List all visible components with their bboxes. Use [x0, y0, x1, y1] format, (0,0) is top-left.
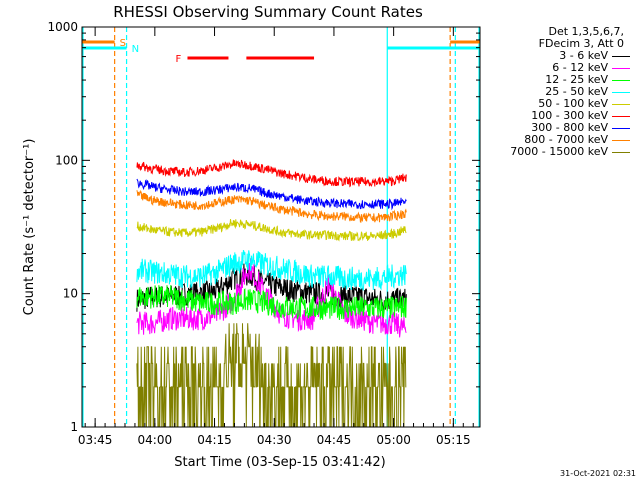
- legend-entry: 12 - 25 keV: [478, 74, 630, 86]
- y-tick-label: 10: [63, 287, 78, 301]
- x-tick-label: 04:15: [197, 433, 232, 447]
- legend-swatch: [612, 151, 630, 153]
- plot-frame: [81, 26, 481, 428]
- legend: Det 1,3,5,6,7, FDecim 3, Att 0 3 - 6 keV…: [478, 26, 630, 158]
- legend-entry: 7000 - 15000 keV: [478, 146, 630, 158]
- flag-letter-n: N: [132, 44, 139, 55]
- x-axis-ticks: 03:45 04:00 04:15 04:30 04:45 05:00 05:15: [78, 27, 474, 447]
- legend-entry-label: 100 - 300 keV: [531, 109, 608, 122]
- legend-entry: 25 - 50 keV: [478, 86, 630, 98]
- series-line: [136, 249, 407, 291]
- legend-entry: 3 - 6 keV: [478, 50, 630, 62]
- series-layer: [136, 159, 407, 428]
- series-line: [136, 189, 407, 223]
- x-axis-label: Start Time (03-Sep-15 03:41:42): [174, 455, 385, 470]
- legend-entry-label: 6 - 12 keV: [552, 61, 608, 74]
- series-line: [136, 285, 407, 321]
- x-tick-label: 05:15: [436, 433, 471, 447]
- legend-swatch: [612, 103, 630, 105]
- legend-entry: 300 - 800 keV: [478, 122, 630, 134]
- legend-swatch: [612, 127, 630, 129]
- legend-entry: 6 - 12 keV: [478, 62, 630, 74]
- legend-entry-label: 25 - 50 keV: [545, 85, 608, 98]
- x-tick-label: 03:45: [78, 433, 113, 447]
- y-tick-label: 1: [70, 420, 78, 434]
- render-timestamp: 31-Oct-2021 02:31: [560, 469, 636, 478]
- flag-bars: SN F: [82, 38, 480, 65]
- x-tick-label: 05:00: [376, 433, 411, 447]
- vertical-markers: [82, 27, 480, 427]
- legend-swatch: [612, 79, 630, 81]
- legend-swatch: [612, 139, 630, 141]
- flag-letter-f: F: [175, 54, 181, 65]
- flag-letter-s: S: [120, 38, 126, 49]
- series-line: [136, 219, 407, 242]
- legend-entry: 50 - 100 keV: [478, 98, 630, 110]
- series-line: [136, 178, 407, 211]
- series-line: [136, 159, 407, 188]
- legend-entry-label: 800 - 7000 keV: [524, 133, 608, 146]
- legend-entry-label: 12 - 25 keV: [545, 73, 608, 86]
- chart-title: RHESSI Observing Summary Count Rates: [113, 3, 423, 21]
- x-tick-label: 04:30: [257, 433, 292, 447]
- legend-entry-label: 300 - 800 keV: [531, 121, 608, 134]
- x-tick-label: 04:00: [138, 433, 173, 447]
- legend-entry-label: 7000 - 15000 keV: [510, 145, 608, 158]
- legend-entry: 800 - 7000 keV: [478, 134, 630, 146]
- legend-entry-label: 3 - 6 keV: [559, 49, 608, 62]
- legend-swatch: [612, 115, 630, 117]
- y-tick-label: 100: [55, 153, 78, 167]
- legend-swatch: [612, 67, 630, 69]
- y-tick-label: 1000: [47, 20, 78, 34]
- y-axis-label: Count Rate (s⁻¹ detector⁻¹): [22, 139, 37, 316]
- legend-entry: 100 - 300 keV: [478, 110, 630, 122]
- legend-swatch: [612, 91, 630, 93]
- legend-entry-label: 50 - 100 keV: [538, 97, 608, 110]
- legend-swatch: [612, 55, 630, 57]
- x-tick-label: 04:45: [317, 433, 352, 447]
- legend-header-2: FDecim 3, Att 0: [538, 37, 624, 50]
- legend-header-1: Det 1,3,5,6,7,: [548, 25, 624, 38]
- series-line: [136, 323, 407, 428]
